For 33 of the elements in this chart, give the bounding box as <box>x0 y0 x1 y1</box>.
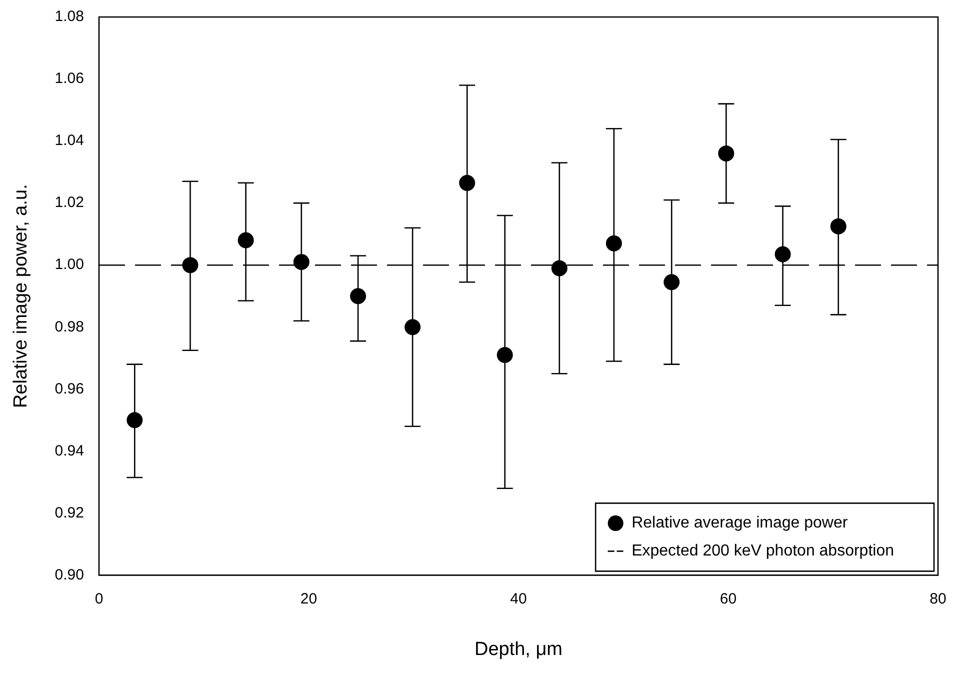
y-tick-label: 1.04 <box>54 132 84 150</box>
y-tick-label: 0.90 <box>54 566 84 584</box>
y-tick-label: 1.08 <box>54 8 84 26</box>
point <box>664 274 680 290</box>
y-tick-label: 0.96 <box>54 380 84 398</box>
y-tick-label: 0.94 <box>54 442 84 460</box>
point <box>606 235 622 252</box>
point <box>459 174 476 191</box>
legend-label: Relative average image power <box>632 514 848 532</box>
point <box>126 412 143 428</box>
point <box>551 260 568 276</box>
y-tick-label: 0.98 <box>54 318 84 336</box>
point <box>830 218 846 234</box>
point <box>718 145 734 162</box>
point <box>293 254 310 270</box>
x-tick-label: 60 <box>720 590 737 608</box>
point <box>182 257 198 274</box>
x-tick-label: 80 <box>930 590 946 608</box>
x-tick-label: 40 <box>510 590 527 608</box>
y-tick-label: 1.06 <box>54 70 84 88</box>
y-tick-label: 1.02 <box>54 194 84 212</box>
point <box>404 319 421 336</box>
y-tick-label: 0.92 <box>54 504 84 522</box>
x-tick-label: 20 <box>300 590 318 608</box>
point <box>350 288 366 304</box>
y-axis-title: Relative image power, a.u. <box>10 184 32 408</box>
point <box>496 347 513 364</box>
y-tick-label: 1.00 <box>54 256 84 274</box>
point <box>238 232 254 248</box>
legend-label: Expected 200 keV photon absorption <box>632 542 894 560</box>
x-tick-label: 0 <box>94 590 104 608</box>
point <box>774 246 791 262</box>
x-axis-title: Depth, μm <box>474 638 563 660</box>
